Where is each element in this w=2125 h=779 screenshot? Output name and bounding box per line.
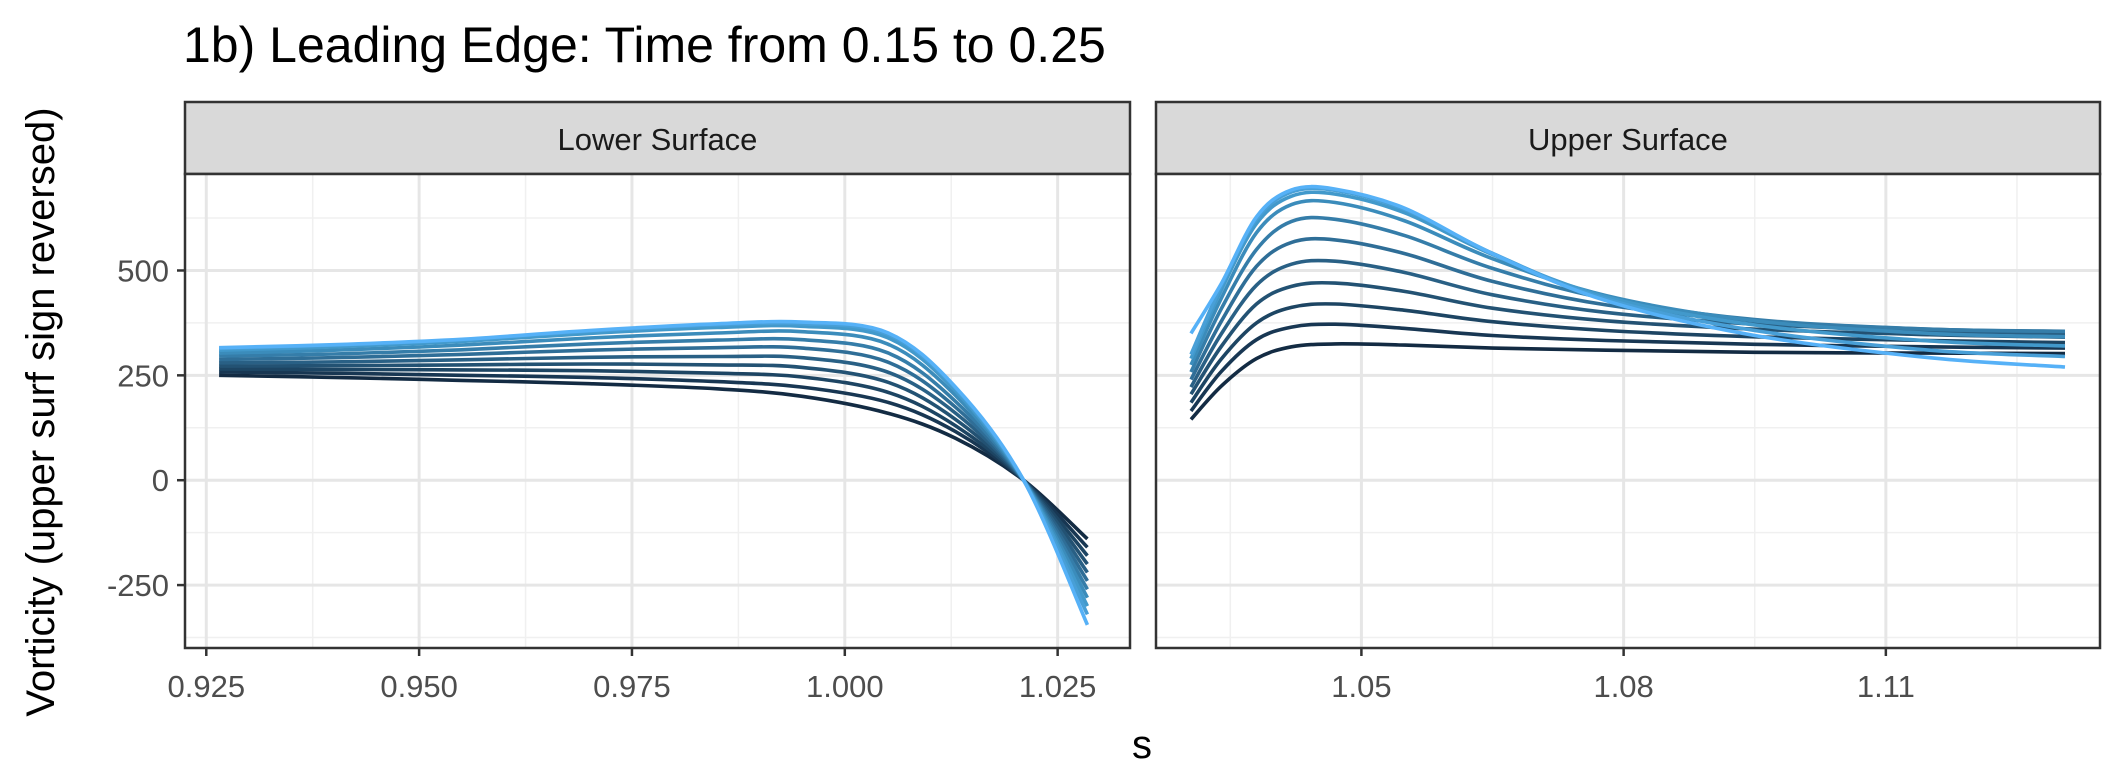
x-tick-label: 1.08: [1593, 669, 1653, 704]
series-line-7: [1189, 215, 2066, 373]
series-group: [219, 319, 1090, 626]
series-line-1: [219, 373, 1089, 541]
x-tick-label: 1.11: [1857, 669, 1915, 704]
y-tick-label: 500: [117, 253, 169, 288]
series-line-5: [219, 354, 1089, 574]
series-line-1: [1189, 342, 2066, 421]
y-tick-label: -250: [107, 568, 169, 603]
series-line-8: [1189, 198, 2066, 366]
plot-background: [185, 174, 1130, 648]
y-axis-title: Vorticity (upper surf sign reversed): [19, 107, 63, 716]
series-line-3: [219, 367, 1089, 557]
series-line-4: [219, 362, 1089, 566]
y-tick-label: 250: [117, 358, 169, 393]
plot-background: [1156, 174, 2100, 648]
facet-panel-2: Upper Surface 1.05 1.08 1.11: [1154, 100, 2102, 704]
series-line-6: [219, 345, 1089, 582]
chart-title: 1b) Leading Edge: Time from 0.15 to 0.25: [183, 17, 1106, 73]
facet-strip-label: Lower Surface: [558, 122, 758, 157]
x-tick-label: 1.000: [806, 669, 884, 704]
series-line-11: [1189, 184, 2066, 369]
x-tick-label: 0.925: [167, 669, 245, 704]
panel-border: [1154, 172, 2102, 650]
facet-panel-1: Lower Surface 0.925 0.950 0.975 1.000 1.025 -2…: [107, 100, 1132, 704]
series-line-4: [1189, 280, 2066, 396]
x-tick-label: 0.975: [593, 669, 671, 704]
x-tick-label: 0.950: [380, 669, 458, 704]
y-tick-label: 0: [152, 463, 169, 498]
x-axis-title: s: [1132, 723, 1152, 767]
x-tick-label: 1.05: [1331, 669, 1391, 704]
facet-strip: [1154, 100, 2102, 176]
facet-panels: Lower Surface 0.925 0.950 0.975 1.000 1.025 -2…: [107, 100, 2102, 704]
series-line-11: [219, 319, 1090, 626]
series-group: [1189, 184, 2066, 421]
x-tick-label: 1.025: [1019, 669, 1097, 704]
facet-strip-label: Upper Surface: [1528, 122, 1728, 157]
panel-border: [183, 172, 1132, 650]
series-line-2: [219, 370, 1089, 549]
facet-strip: [183, 100, 1132, 176]
series-line-3: [1189, 302, 2066, 404]
